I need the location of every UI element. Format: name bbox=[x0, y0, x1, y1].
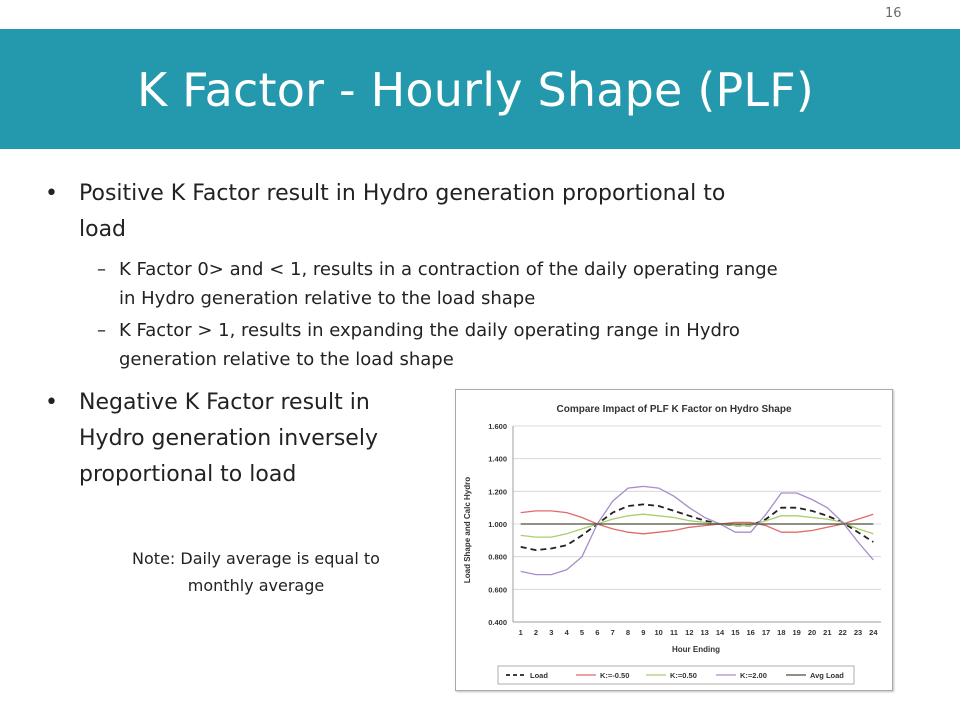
y-tick-label: 1.200 bbox=[488, 487, 507, 496]
series-lines bbox=[520, 485, 874, 576]
y-axis-label: Load Shape and Calc Hydro bbox=[463, 477, 472, 583]
legend: Load K:=-0.50 K:=0.50 K:=2.00 Avg Load bbox=[506, 671, 844, 680]
x-tick-label: 24 bbox=[869, 628, 878, 637]
y-tick-label: 0.600 bbox=[488, 585, 507, 594]
y-tick-label: 1.000 bbox=[488, 520, 507, 529]
x-tick-label: 9 bbox=[641, 628, 645, 637]
x-axis-label: Hour Ending bbox=[672, 645, 720, 654]
series-line bbox=[520, 503, 874, 552]
sub-bullet-text: K Factor 0> and < 1, results in a contra… bbox=[119, 259, 778, 309]
legend-label: K:=-0.50 bbox=[600, 671, 629, 680]
sub-bullet-text: K Factor > 1, results in expanding the d… bbox=[119, 320, 740, 370]
x-tick-label: 21 bbox=[823, 628, 831, 637]
page-number: 16 bbox=[885, 6, 902, 21]
x-tick-label: 15 bbox=[731, 628, 739, 637]
x-tick-label: 5 bbox=[580, 628, 584, 637]
legend-box bbox=[497, 665, 855, 685]
x-tick-label: 19 bbox=[792, 628, 800, 637]
x-tick-label: 3 bbox=[549, 628, 553, 637]
x-tick-label: 11 bbox=[670, 628, 678, 637]
legend-label: K:=0.50 bbox=[670, 671, 697, 680]
note-text: Note: Daily average is equal to monthly … bbox=[132, 549, 380, 595]
bullet-dot: • bbox=[45, 181, 58, 206]
x-tick-label: 2 bbox=[534, 628, 538, 637]
y-tick-label: 0.800 bbox=[488, 553, 507, 562]
dash-marker: – bbox=[97, 259, 106, 280]
y-tick-label: 1.400 bbox=[488, 455, 507, 464]
x-tick-label: 16 bbox=[746, 628, 754, 637]
x-tick-label: 14 bbox=[716, 628, 725, 637]
x-tick-label: 12 bbox=[685, 628, 693, 637]
bullet-text: Negative K Factor result in Hydro genera… bbox=[79, 390, 378, 487]
x-tick-label: 20 bbox=[808, 628, 816, 637]
legend-label: K:=2.00 bbox=[740, 671, 767, 680]
bullet-text: Positive K Factor result in Hydro genera… bbox=[79, 181, 726, 242]
legend-label: Load bbox=[530, 671, 548, 680]
x-tick-label: 7 bbox=[611, 628, 615, 637]
legend-label: Avg Load bbox=[810, 671, 844, 680]
chart-title: Compare Impact of PLF K Factor on Hydro … bbox=[556, 404, 791, 415]
x-tick-label: 18 bbox=[777, 628, 785, 637]
x-tick-label: 23 bbox=[854, 628, 862, 637]
chart-frame: Compare Impact of PLF K Factor on Hydro … bbox=[455, 389, 893, 691]
x-tick-label: 13 bbox=[700, 628, 708, 637]
series-line bbox=[520, 510, 874, 535]
bullet-dot: • bbox=[45, 390, 58, 415]
x-tick-label: 10 bbox=[654, 628, 662, 637]
title-bar: K Factor - Hourly Shape (PLF) bbox=[0, 29, 960, 149]
x-tick-label: 4 bbox=[565, 628, 570, 637]
series-line bbox=[520, 513, 874, 538]
y-tick-label: 0.400 bbox=[488, 618, 507, 627]
x-tick-label: 1 bbox=[519, 628, 523, 637]
line-chart: Compare Impact of PLF K Factor on Hydro … bbox=[463, 404, 881, 685]
dash-marker: – bbox=[97, 320, 106, 341]
x-tick-label: 8 bbox=[626, 628, 630, 637]
series-line bbox=[520, 485, 874, 576]
slide-title: K Factor - Hourly Shape (PLF) bbox=[137, 63, 815, 117]
x-tick-label: 6 bbox=[595, 628, 599, 637]
x-tick-label: 17 bbox=[762, 628, 770, 637]
y-tick-label: 1.600 bbox=[488, 422, 507, 431]
x-tick-label: 22 bbox=[838, 628, 846, 637]
